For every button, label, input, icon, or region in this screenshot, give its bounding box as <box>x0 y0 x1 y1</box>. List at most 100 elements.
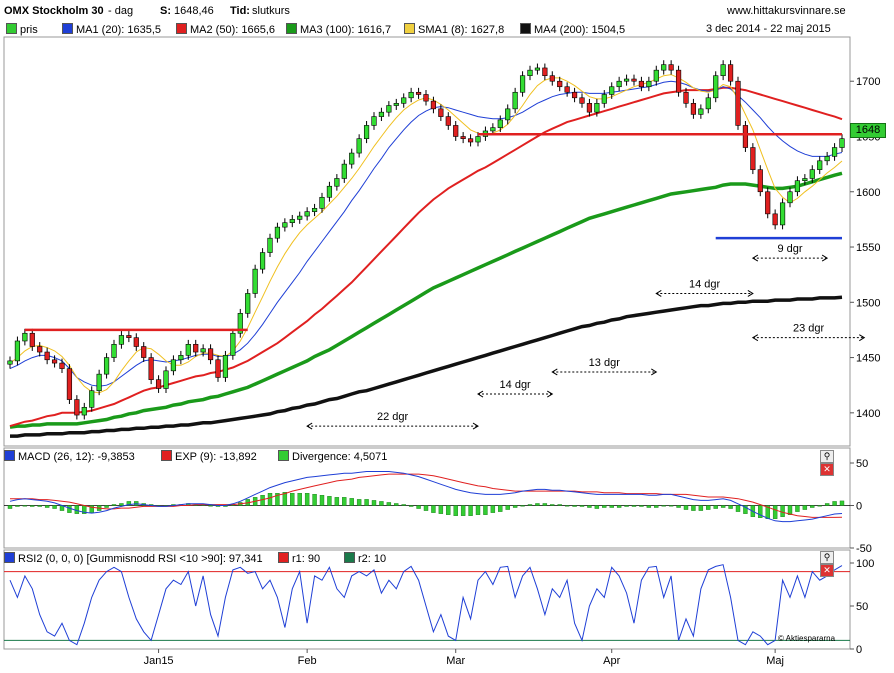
ma3-line <box>9 171 843 429</box>
candle-body <box>794 180 801 193</box>
candle-body <box>519 75 526 93</box>
divergence-bar <box>810 505 815 508</box>
divergence-bar <box>728 505 733 509</box>
divergence-bar <box>817 505 822 507</box>
divergence-bar <box>416 505 421 509</box>
candle-body <box>475 136 481 143</box>
legend-swatch <box>278 552 289 563</box>
site-url[interactable]: www.hittakursvinnare.se <box>727 5 846 17</box>
candle-body <box>148 357 154 380</box>
divergence-bar <box>30 505 35 507</box>
divergence-bar <box>208 505 213 507</box>
divergence-bar <box>408 505 414 507</box>
candle-body <box>341 163 347 179</box>
legend-label: MA1 (20): 1635,5 <box>76 24 161 36</box>
candle-body <box>453 125 459 137</box>
candle-body <box>720 64 726 76</box>
arrow-head <box>651 368 658 376</box>
candle-body <box>282 222 288 228</box>
candle-body <box>230 332 236 356</box>
rsi-legend-item: r2: 10 <box>344 552 386 565</box>
divergence-bar <box>104 505 109 508</box>
candle-body <box>237 313 243 334</box>
candle-body <box>690 103 697 115</box>
candle-body <box>445 116 451 126</box>
period-label: - dag <box>108 5 134 17</box>
legend-swatch <box>6 23 17 34</box>
x-tick-label: Maj <box>766 655 784 667</box>
candle-body <box>319 196 325 209</box>
macd-panel: -50 0 50 <box>3 447 872 555</box>
macd-line <box>9 471 843 523</box>
legend-swatch <box>176 23 187 34</box>
level-lines <box>24 133 842 332</box>
divergence-bar <box>624 505 629 507</box>
duration-label: 13 dgr <box>589 357 621 369</box>
legend-label: pris <box>20 24 38 36</box>
candle-body <box>623 78 630 82</box>
y-tick-label: 50 <box>856 601 868 613</box>
rsi-legend-item: r1: 90 <box>278 552 320 565</box>
divergence-bar <box>44 505 50 508</box>
legend-swatch <box>286 23 297 34</box>
candle-body <box>713 75 719 99</box>
candle-body <box>460 136 466 139</box>
candle-body <box>698 108 704 115</box>
magnify-icon[interactable]: ⚲ <box>820 450 834 463</box>
candle-body <box>705 97 711 110</box>
candle-body <box>274 226 281 239</box>
divergence-bar <box>490 505 496 513</box>
divergence-bar <box>802 505 808 510</box>
divergence-bar <box>646 505 652 508</box>
y-tick-label: 0 <box>856 644 862 656</box>
y-tick-label: 1500 <box>856 297 880 309</box>
x-tick-label: Mar <box>446 655 465 667</box>
candle-body <box>408 91 414 99</box>
divergence-bar <box>832 501 837 506</box>
divergence-bar <box>111 504 117 506</box>
candle-body <box>839 138 845 148</box>
arrow-head <box>472 422 479 430</box>
candle-body <box>735 80 741 126</box>
duration-label: 14 dgr <box>500 379 532 391</box>
candle-body <box>133 337 139 347</box>
candle-body <box>668 64 674 71</box>
candle-body <box>259 252 266 270</box>
candle-body <box>81 407 87 416</box>
divergence-bar <box>22 505 28 507</box>
candle-body <box>297 215 303 220</box>
candle-body <box>557 80 563 88</box>
duration-label: 14 dgr <box>689 278 721 290</box>
divergence-bar <box>401 504 406 506</box>
divergence-bar <box>319 495 325 506</box>
divergence-bar <box>423 505 429 511</box>
candle-body <box>616 80 622 88</box>
close-icon[interactable]: ✕ <box>820 463 834 476</box>
chart-header: OMX Stockholm 30 - dag S: 1648,46 Tid: s… <box>0 0 894 22</box>
divergence-bar <box>772 505 778 519</box>
macd-legend-item: MACD (26, 12): -9,3853 <box>4 450 135 463</box>
tid-value: slutkurs <box>252 5 290 17</box>
candle-body <box>363 125 370 139</box>
divergence-bar <box>379 501 384 506</box>
candle-body <box>334 178 340 187</box>
divergence-bar <box>661 505 666 507</box>
legend-swatch <box>62 23 73 34</box>
divergence-bar <box>371 500 377 506</box>
divergence-bar <box>587 505 592 508</box>
legend-swatch <box>344 552 355 563</box>
divergence-bar <box>787 505 793 515</box>
divergence-bar <box>542 503 548 506</box>
candle-body <box>7 360 13 365</box>
candle-body <box>527 69 533 76</box>
symbol-name: OMX Stockholm 30 <box>4 5 104 17</box>
divergence-bar <box>698 505 704 511</box>
divergence-bar <box>824 503 830 506</box>
divergence-bar <box>349 498 354 506</box>
divergence-bar <box>312 494 317 506</box>
close-icon[interactable]: ✕ <box>820 564 834 577</box>
divergence-bar <box>616 505 622 508</box>
magnify-icon[interactable]: ⚲ <box>820 551 834 564</box>
divergence-bar <box>527 504 533 506</box>
